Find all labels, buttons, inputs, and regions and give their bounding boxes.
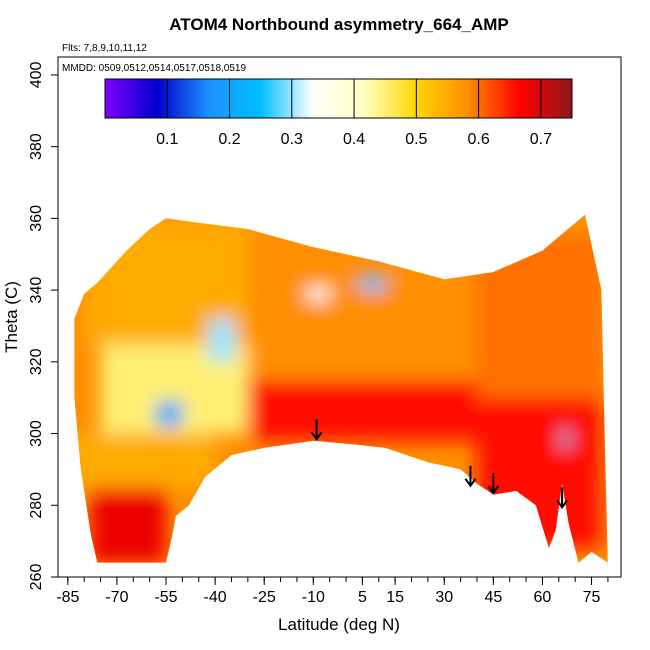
- arrow-marker: [556, 487, 568, 510]
- x-axis-label: Latitude (deg N): [278, 615, 400, 634]
- chart-title: ATOM4 Northbound asymmetry_664_AMP: [169, 15, 508, 34]
- arrows: [310, 419, 568, 510]
- x-tick-label: -70: [105, 589, 128, 606]
- field-region-tropical-lower: [247, 379, 477, 441]
- colorbar-tick-label: 0.1: [156, 131, 178, 148]
- colorbar-tick-label: 0.2: [218, 131, 240, 148]
- colorbar-gradient: [104, 78, 573, 119]
- colorbar-tick-label: 0.4: [343, 131, 365, 148]
- field-region-low-patch-5: [562, 429, 569, 448]
- plot-frame: [57, 56, 622, 578]
- dates-note: MMDD: 0509,0512,0514,0517,0518,0519: [62, 63, 246, 74]
- y-tick-label: 320: [28, 348, 45, 375]
- x-tick-label: -55: [154, 589, 177, 606]
- y-tick-label: 400: [28, 61, 45, 88]
- plot-area: [57, 56, 622, 578]
- arrow-marker: [487, 473, 500, 495]
- y-tick-label: 260: [28, 564, 45, 591]
- x-tick-label: 45: [484, 589, 502, 606]
- x-axis: -85 -70 -55 -40 -25 -10 5 15 30 45 60 75: [56, 577, 609, 606]
- field-region-tropical-upper: [247, 272, 477, 380]
- x-tick-label: 15: [386, 589, 404, 606]
- arrow-marker: [464, 465, 477, 488]
- y-tick-label: 280: [28, 492, 45, 519]
- flights-note: Flts: 7,8,9,10,11,12: [62, 43, 147, 54]
- x-tick-label: -25: [253, 589, 276, 606]
- colorbar-tick-label: 0.5: [405, 131, 427, 148]
- x-tick-label: 75: [583, 589, 601, 606]
- colorbar-tick-label: 0.7: [530, 131, 552, 148]
- y-tick-label: 360: [28, 205, 45, 232]
- x-tick-label: 60: [534, 589, 552, 606]
- y-axis-label: Theta (C): [2, 281, 21, 353]
- field-region-low-patch-1: [156, 401, 183, 427]
- field-region-low-patch-4: [306, 286, 330, 301]
- field-region-low-patch-2: [208, 318, 235, 362]
- colorbar-tick-label: 0.6: [467, 131, 489, 148]
- y-tick-label: 380: [28, 133, 45, 160]
- y-tick-label: 340: [28, 277, 45, 304]
- colorbar: 0.1 0.2 0.3 0.4 0.5 0.6 0.7: [104, 78, 573, 148]
- field-region-southern-lowlat-base: [90, 487, 167, 563]
- x-tick-label: -10: [302, 589, 325, 606]
- y-tick-label: 300: [28, 420, 45, 447]
- colorbar-tick-label: 0.3: [281, 131, 303, 148]
- x-tick-label: -85: [56, 589, 79, 606]
- field-region-southern-lower: [74, 433, 216, 488]
- arrow-marker: [310, 419, 323, 441]
- x-tick-label: -40: [204, 589, 227, 606]
- y-axis: 260 280 300 320 340 360 380 400: [28, 61, 58, 590]
- x-tick-label: 5: [358, 589, 367, 606]
- field-region-low-patch-3: [359, 275, 386, 291]
- colorbar-ticks: 0.1 0.2 0.3 0.4 0.5 0.6 0.7: [156, 79, 552, 148]
- x-tick-label: 30: [435, 589, 453, 606]
